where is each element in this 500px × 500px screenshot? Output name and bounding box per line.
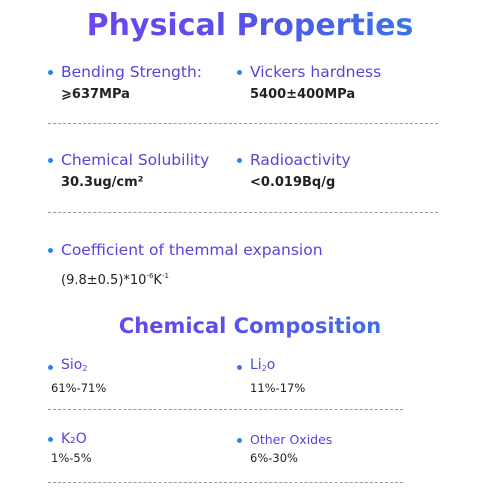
- k2o-value: 1%-5%: [51, 451, 92, 465]
- li2o-value: 11%-17%: [250, 381, 306, 395]
- k2o-item: K₂O 1%-5%: [48, 430, 92, 466]
- other-oxides-label: Other Oxides: [250, 432, 333, 447]
- bullet-icon: [48, 247, 53, 253]
- radioactivity-label: Radioactivity: [250, 151, 351, 169]
- chemical-composition-title: Chemical Composition: [0, 312, 500, 340]
- li2o-label-end: o: [266, 357, 276, 373]
- physical-properties-title: Physical Properties: [0, 8, 500, 44]
- divider: [48, 482, 403, 483]
- vickers-hardness-value: 5400±400MPa: [250, 87, 356, 102]
- bullet-icon: [48, 436, 53, 442]
- other-oxides-value: 6%-30%: [250, 451, 298, 465]
- sio2-label-main: Sio: [61, 357, 83, 373]
- chemical-solubility-value: 30.3ug/cm²: [61, 175, 144, 190]
- bending-strength-label: Bending Strength:: [61, 63, 202, 81]
- divider: [48, 409, 403, 410]
- li2o-label-subscript: 2: [261, 364, 267, 373]
- thermal-expansion-value-main: (9.8±0.5)*10: [61, 273, 147, 288]
- li2o-item: Li2o 11%-17%: [237, 356, 305, 396]
- k2o-label: K₂O: [61, 431, 87, 447]
- li2o-label: Li2o: [250, 356, 275, 378]
- vickers-hardness-item: Vickers hardness 5400±400MPa: [237, 62, 381, 104]
- bending-strength-item: Bending Strength: ⩾637MPa: [48, 62, 202, 104]
- bullet-icon: [48, 69, 53, 75]
- bullet-icon: [237, 69, 242, 75]
- bullet-icon: [48, 157, 53, 163]
- sio2-label-subscript: 2: [82, 364, 88, 373]
- thermal-expansion-unit-exponent: -1: [161, 272, 169, 280]
- thermal-expansion-exponent: -6: [146, 272, 154, 280]
- divider: [48, 123, 438, 124]
- radioactivity-item: Radioactivity <0.019Bq/g: [237, 150, 351, 192]
- thermal-expansion-item: Coefficient of themmal expansion (9.8±0.…: [48, 240, 323, 290]
- sio2-value: 61%-71%: [51, 381, 107, 395]
- sio2-item: Sio2 61%-71%: [48, 356, 106, 396]
- li2o-label-main: Li: [250, 357, 262, 373]
- chemical-solubility-item: Chemical Solubility 30.3ug/cm²: [48, 150, 209, 192]
- bending-strength-value: ⩾637MPa: [61, 87, 130, 102]
- thermal-expansion-label: Coefficient of themmal expansion: [61, 241, 323, 259]
- bullet-icon: [237, 157, 242, 163]
- thermal-expansion-unit: K: [153, 273, 162, 288]
- chemical-solubility-label: Chemical Solubility: [61, 151, 210, 169]
- bullet-icon: [48, 364, 53, 370]
- divider: [48, 212, 438, 213]
- bullet-icon: [237, 364, 242, 370]
- sio2-label: Sio2: [61, 356, 87, 378]
- other-oxides-item: Other Oxides 6%-30%: [237, 432, 332, 466]
- radioactivity-value: <0.019Bq/g: [250, 175, 336, 190]
- thermal-expansion-value: (9.8±0.5)*10-6K-1: [61, 267, 323, 290]
- bullet-icon: [237, 437, 242, 443]
- vickers-hardness-label: Vickers hardness: [250, 63, 382, 81]
